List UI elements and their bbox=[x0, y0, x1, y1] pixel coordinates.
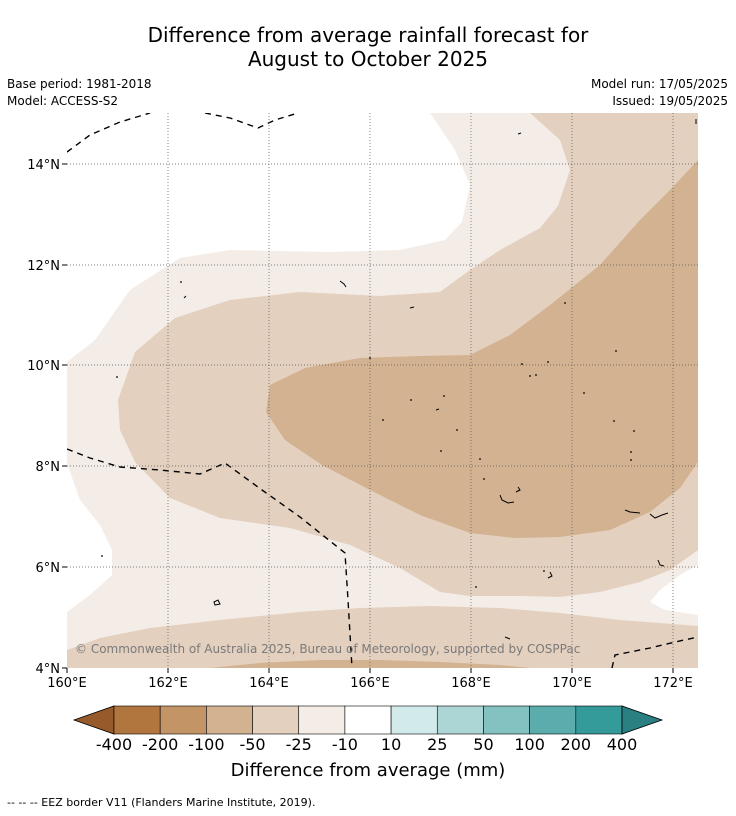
island-outline bbox=[657, 559, 665, 567]
anomaly-fill-near-normal bbox=[67, 113, 470, 362]
lat-tick-label: 10°N bbox=[27, 359, 60, 374]
island-outline bbox=[547, 571, 553, 579]
model-run-label: Model run: 17/05/2025 bbox=[590, 77, 728, 91]
colorbar-tick-label: 25 bbox=[427, 735, 447, 754]
colorbar-tick-label: 200 bbox=[561, 735, 592, 754]
colorbar-swatch bbox=[159, 705, 207, 735]
map-plot-area: © Commonwealth of Australia 2025, Bureau… bbox=[67, 113, 698, 668]
eez-border-southeast bbox=[611, 636, 698, 668]
colorbar-swatch bbox=[252, 705, 300, 735]
lat-tick-label: 14°N bbox=[27, 158, 60, 173]
lon-tick-label: 166°E bbox=[350, 676, 390, 691]
copyright-notice: © Commonwealth of Australia 2025, Bureau… bbox=[75, 642, 580, 656]
colorbar-extend-high bbox=[621, 705, 664, 735]
island-outline bbox=[504, 636, 511, 640]
island-outline bbox=[409, 306, 415, 309]
colorbar-swatch bbox=[529, 705, 577, 735]
colorbar-swatch bbox=[390, 705, 438, 735]
colorbar-tick-label: -400 bbox=[96, 735, 132, 754]
anomaly-fill-near-normal-west bbox=[67, 463, 112, 612]
lat-tick-label: 8°N bbox=[36, 460, 61, 475]
island-outline bbox=[435, 408, 440, 411]
chart-title-line2: August to October 2025 bbox=[247, 47, 489, 71]
colorbar-tick-label: -25 bbox=[286, 735, 312, 754]
colorbar-tick-label: -10 bbox=[332, 735, 358, 754]
base-period-label: Base period: 1981-2018 bbox=[7, 77, 152, 91]
island-outlines bbox=[183, 119, 697, 640]
eez-border-northwest bbox=[67, 113, 151, 153]
lat-tick-label: 6°N bbox=[36, 561, 61, 576]
colorbar-tick-label: -50 bbox=[239, 735, 265, 754]
colorbar-swatch bbox=[483, 705, 530, 735]
anomaly-fill-minus25-to-minus50-south bbox=[67, 606, 698, 668]
eez-footnote: -- -- -- EEZ border V11 (Flanders Marine… bbox=[7, 796, 316, 809]
colorbar-swatch bbox=[575, 705, 623, 735]
colorbar-tick-label: 100 bbox=[514, 735, 545, 754]
colorbar-swatch bbox=[436, 705, 484, 735]
map-gridlines bbox=[67, 113, 698, 668]
colorbar-swatch bbox=[344, 705, 392, 735]
island-outline bbox=[339, 280, 347, 288]
anomaly-fill-minus50-to-minus100 bbox=[266, 160, 698, 538]
issued-label: Issued: 19/05/2025 bbox=[612, 94, 728, 108]
colorbar-tick-label: 400 bbox=[607, 735, 638, 754]
lon-tick-label: 170°E bbox=[552, 676, 592, 691]
colorbar-title: Difference from average (mm) bbox=[230, 760, 506, 781]
lon-tick-label: 160°E bbox=[47, 676, 87, 691]
colorbar-extend-low bbox=[72, 705, 115, 735]
colorbar-swatch bbox=[113, 705, 161, 735]
anomaly-fill-minus50-to-minus100-south bbox=[210, 660, 530, 668]
lon-tick-label: 168°E bbox=[451, 676, 491, 691]
island-dots bbox=[101, 281, 635, 588]
anomaly-fill-near-normal-east bbox=[650, 565, 698, 615]
island-outline bbox=[213, 599, 221, 606]
model-label: Model: ACCESS-S2 bbox=[7, 94, 119, 108]
island-outline bbox=[517, 132, 522, 135]
eez-border-central bbox=[67, 448, 353, 668]
axis-ticks bbox=[62, 163, 674, 673]
colorbar-swatch bbox=[206, 705, 253, 735]
chart-title-line1: Difference from average rainfall forecas… bbox=[147, 23, 589, 47]
island-outline bbox=[624, 509, 641, 514]
lon-tick-label: 172°E bbox=[653, 676, 693, 691]
colorbar-tick-label: -200 bbox=[142, 735, 178, 754]
eez-border-north bbox=[204, 113, 299, 129]
colorbar-tick-label: 50 bbox=[473, 735, 493, 754]
eez-borders bbox=[67, 113, 698, 668]
colorbar-tick-label: -100 bbox=[188, 735, 224, 754]
lon-tick-label: 164°E bbox=[249, 676, 289, 691]
lat-tick-label: 12°N bbox=[27, 259, 60, 274]
colorbar: -400 -200 -100 -50 -25 -10 10 25 50 100 200 400 bbox=[72, 705, 664, 754]
island-outline bbox=[649, 512, 669, 519]
colorbar-swatch bbox=[298, 705, 346, 735]
island-outline bbox=[499, 494, 515, 504]
island-outline bbox=[183, 295, 187, 299]
island-outline bbox=[515, 486, 521, 493]
colorbar-tick-label: 10 bbox=[381, 735, 401, 754]
lon-tick-label: 162°E bbox=[148, 676, 188, 691]
lat-tick-label: 4°N bbox=[36, 662, 61, 677]
